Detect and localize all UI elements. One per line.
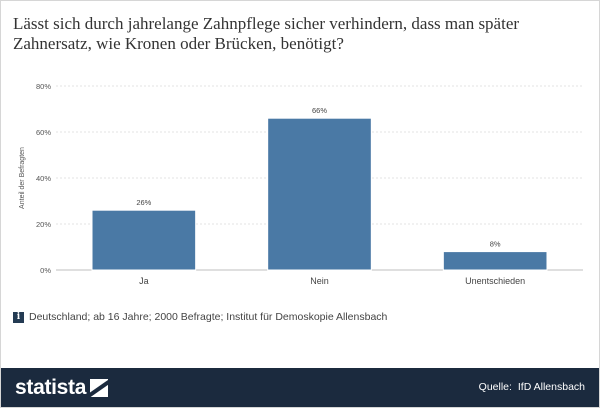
- statista-logo[interactable]: statista: [15, 376, 109, 400]
- brand-name: statista: [15, 376, 87, 399]
- bar-chart: 0% 20% 40% 60% 80% 26% 66% 8% Ja Nein Unentschie…: [19, 82, 583, 286]
- bar-nein[interactable]: [267, 117, 372, 271]
- y-tick-label: 40%: [36, 174, 51, 183]
- value-labels: 26% 66% 8%: [136, 106, 501, 248]
- y-tick-label: 80%: [36, 82, 51, 91]
- x-tick-label: Nein: [310, 276, 329, 286]
- info-icon: i: [13, 311, 24, 323]
- y-axis-ticks: 0% 20% 40% 60% 80%: [36, 82, 51, 275]
- statista-logo-icon: [90, 379, 109, 397]
- y-tick-label: 60%: [36, 128, 51, 137]
- x-tick-label: Ja: [139, 276, 149, 286]
- chart-title: Lässt sich durch jahrelange Zahnpflege s…: [13, 14, 520, 53]
- y-tick-label: 0%: [40, 266, 51, 275]
- bar-ja[interactable]: [91, 209, 197, 271]
- source: Quelle: IfD Allensbach: [479, 381, 585, 393]
- x-axis-ticks: Ja Nein Unentschieden: [139, 276, 525, 286]
- value-label: 8%: [490, 240, 501, 249]
- y-tick-label: 20%: [36, 220, 51, 229]
- x-tick-label: Unentschieden: [465, 276, 525, 286]
- bars: [91, 117, 548, 271]
- chart-note: i Deutschland; ab 16 Jahre; 2000 Befragt…: [13, 311, 387, 323]
- value-label: 26%: [136, 198, 151, 207]
- y-axis-label: Anteil der Befragten: [19, 147, 26, 209]
- source-value: IfD Allensbach: [517, 381, 585, 393]
- note-text: Deutschland; ab 16 Jahre; 2000 Befragte;…: [29, 311, 388, 323]
- value-label: 66%: [312, 106, 327, 115]
- source-label: Quelle:: [478, 381, 512, 393]
- bar-unentschieden[interactable]: [442, 251, 548, 271]
- footer-bar: statista Quelle: IfD Allensbach: [1, 368, 599, 407]
